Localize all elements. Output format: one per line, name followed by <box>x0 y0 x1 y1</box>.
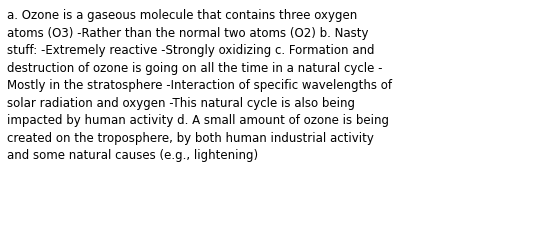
Text: a. Ozone is a gaseous molecule that contains three oxygen
atoms (O3) -Rather tha: a. Ozone is a gaseous molecule that cont… <box>7 9 392 161</box>
